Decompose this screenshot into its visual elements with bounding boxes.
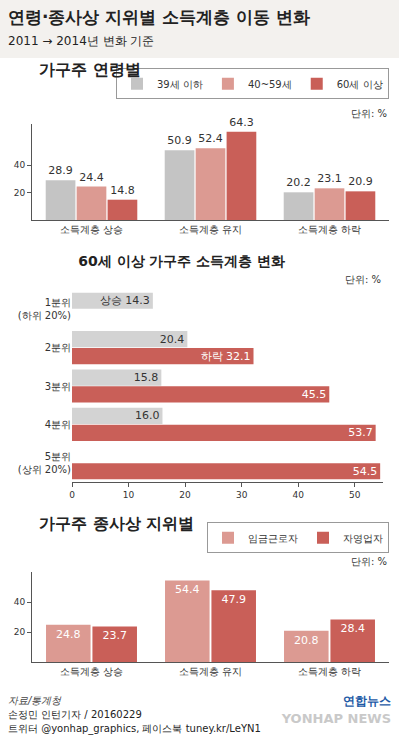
svg-text:50.9: 50.9 xyxy=(167,134,192,147)
svg-text:30: 30 xyxy=(236,490,248,500)
html-text:트위터 @yonhap_graphics, 페이스북 tun: 트위터 @yonhap_graphics, 페이스북 tuney.kr/LeYN… xyxy=(8,723,261,734)
svg-text:2분위: 2분위 xyxy=(45,342,71,353)
svg-text:40~59세: 40~59세 xyxy=(248,79,292,90)
svg-text:47.9: 47.9 xyxy=(221,593,246,606)
svg-text:60세 이상 가구주 소득계층 변화: 60세 이상 가구주 소득계층 변화 xyxy=(78,253,285,269)
svg-text:20.9: 20.9 xyxy=(348,175,373,188)
svg-text:15.8: 15.8 xyxy=(134,371,159,384)
svg-text:가구주 종사상 지위별: 가구주 종사상 지위별 xyxy=(39,514,194,533)
svg-text:소득계층 유지: 소득계층 유지 xyxy=(179,224,242,235)
svg-text:1분위(하위 20%): 1분위(하위 20%) xyxy=(18,297,71,321)
html-text:자료/통계청: 자료/통계청 xyxy=(8,695,62,706)
svg-text:53.7: 53.7 xyxy=(348,426,373,439)
svg-text:16.0: 16.0 xyxy=(135,409,160,422)
svg-text:소득계층 상승: 소득계층 상승 xyxy=(60,224,123,235)
svg-text:상승 14.3: 상승 14.3 xyxy=(100,294,150,307)
svg-text:54.4: 54.4 xyxy=(175,583,200,596)
svg-text:단위: %: 단위: % xyxy=(351,108,387,119)
svg-text:50: 50 xyxy=(349,490,361,500)
svg-text:14.8: 14.8 xyxy=(110,184,135,197)
svg-text:39세 이하: 39세 이하 xyxy=(157,79,203,90)
svg-text:40: 40 xyxy=(14,160,26,170)
html-text:YONHAP NEWS: YONHAP NEWS xyxy=(281,711,391,726)
html-text:2011 → 2014년 변화 기준: 2011 → 2014년 변화 기준 xyxy=(8,34,155,48)
html-text:손정민 인턴기자 / 20160229: 손정민 인턴기자 / 20160229 xyxy=(8,709,142,720)
svg-text:0: 0 xyxy=(69,490,75,500)
svg-text:24.8: 24.8 xyxy=(56,628,81,641)
svg-text:20: 20 xyxy=(14,627,26,637)
svg-text:단위: %: 단위: % xyxy=(345,274,381,285)
svg-text:28.4: 28.4 xyxy=(340,622,365,635)
svg-text:소득계층 하락: 소득계층 하락 xyxy=(298,666,361,677)
svg-text:40: 40 xyxy=(292,490,304,500)
svg-text:45.5: 45.5 xyxy=(302,388,327,401)
svg-text:3분위: 3분위 xyxy=(45,381,71,392)
svg-text:23.1: 23.1 xyxy=(317,172,342,185)
svg-text:자영업자: 자영업자 xyxy=(343,533,383,544)
svg-text:20.8: 20.8 xyxy=(294,634,319,647)
svg-text:4분위: 4분위 xyxy=(45,419,71,430)
svg-text:소득계층 상승: 소득계층 상승 xyxy=(60,666,123,677)
svg-text:60세 이상: 60세 이상 xyxy=(337,79,383,90)
svg-text:20: 20 xyxy=(179,490,191,500)
svg-text:10: 10 xyxy=(123,490,135,500)
svg-text:소득계층 하락: 소득계층 하락 xyxy=(298,224,361,235)
svg-text:23.7: 23.7 xyxy=(102,629,127,642)
svg-text:임금근로자: 임금근로자 xyxy=(248,533,298,544)
svg-text:28.9: 28.9 xyxy=(48,164,73,177)
svg-text:5분위(상위 20%): 5분위(상위 20%) xyxy=(18,451,71,475)
svg-text:52.4: 52.4 xyxy=(198,132,223,145)
svg-text:20.2: 20.2 xyxy=(286,176,311,189)
svg-text:24.4: 24.4 xyxy=(79,171,104,184)
svg-text:가구주 연령별: 가구주 연령별 xyxy=(39,60,141,79)
svg-text:소득계층 유지: 소득계층 유지 xyxy=(179,666,242,677)
svg-text:40: 40 xyxy=(14,597,26,607)
svg-text:20.4: 20.4 xyxy=(160,333,185,346)
html-text:연령·종사상 지위별 소득계층 이동 변화: 연령·종사상 지위별 소득계층 이동 변화 xyxy=(8,7,311,27)
svg-text:64.3: 64.3 xyxy=(229,116,254,129)
svg-text:하락 32.1: 하락 32.1 xyxy=(201,350,251,363)
svg-text:54.5: 54.5 xyxy=(353,465,378,478)
html-text:연합뉴스: 연합뉴스 xyxy=(343,694,391,708)
svg-text:단위: %: 단위: % xyxy=(351,556,387,567)
svg-text:20: 20 xyxy=(14,188,26,198)
